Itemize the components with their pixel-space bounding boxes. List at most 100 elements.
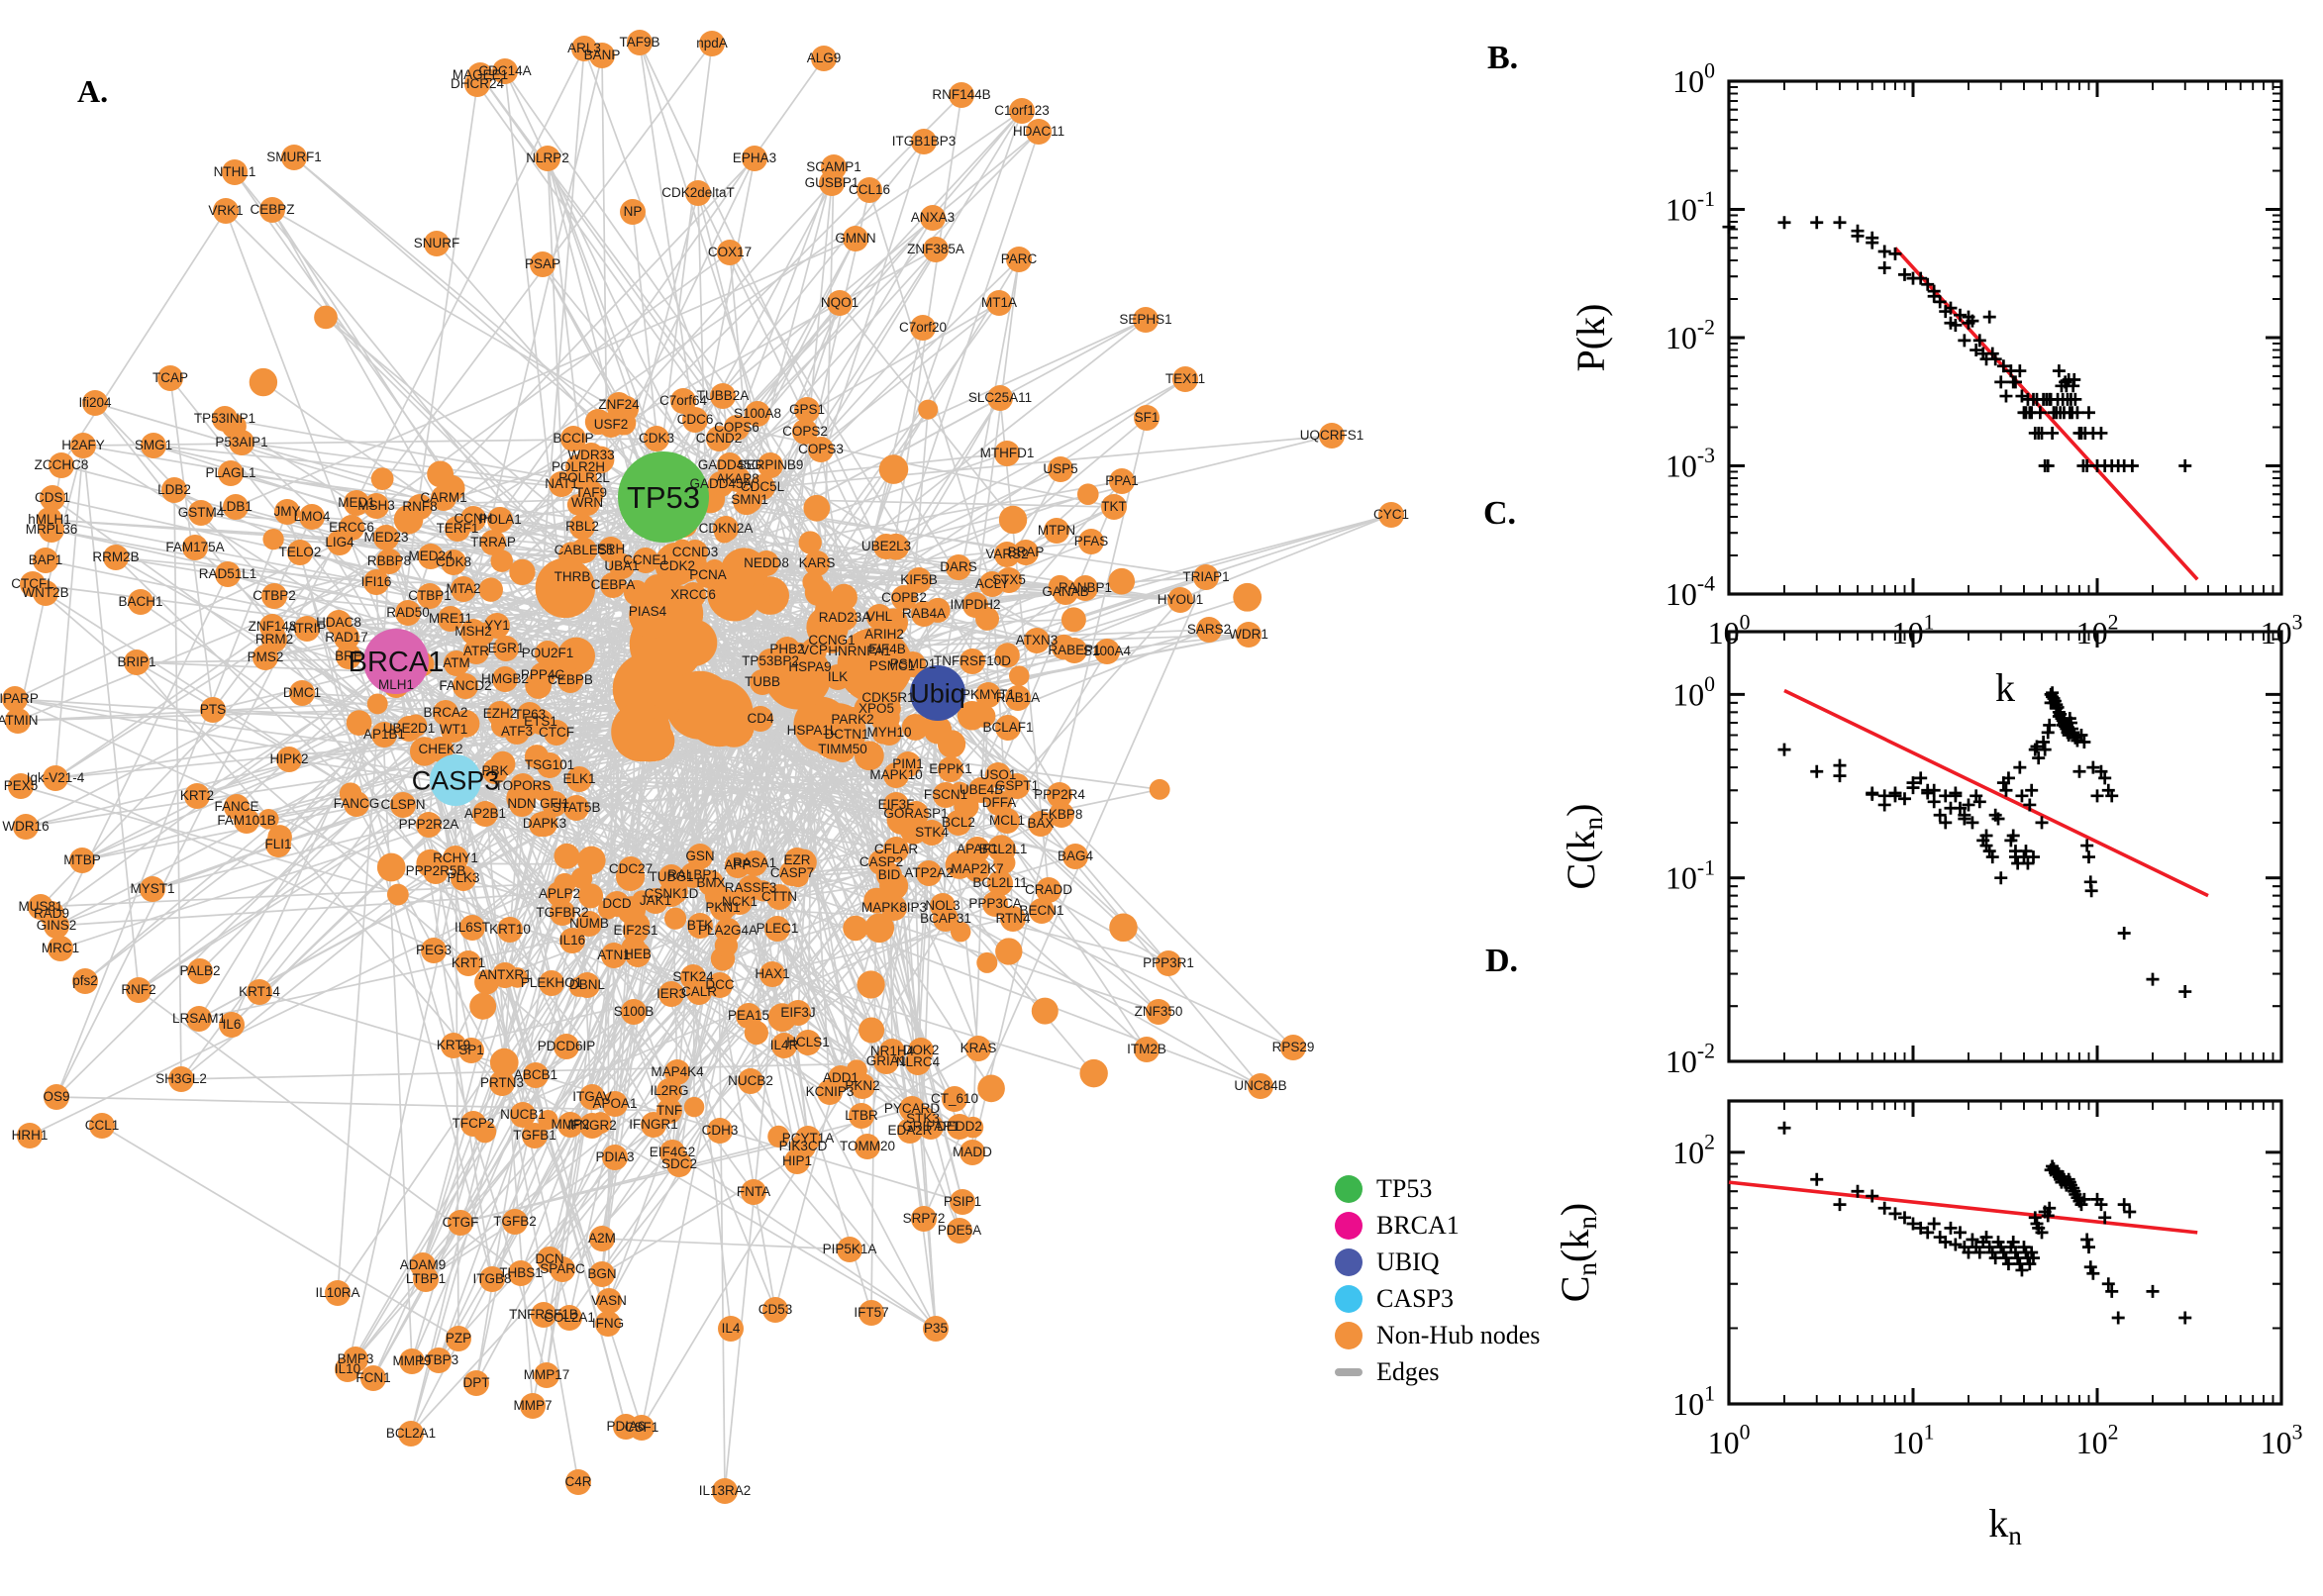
gene-node [875,685,901,711]
gene-node [261,583,287,609]
data-marker [2028,1211,2042,1225]
gene-node-label: BCL2L11 [972,875,1027,890]
gene-node [48,936,73,961]
data-marker [1888,789,1902,803]
data-marker [1991,812,2005,826]
gene-node-label: COPS2 [782,424,828,439]
data-marker [1927,1217,1941,1231]
gene-node-label: ANXA3 [911,210,955,225]
gene-node [223,494,249,520]
data-marker [1966,314,1979,328]
gene-node-label: EZH2 [483,706,518,721]
data-marker [1888,247,1902,260]
data-marker [2077,1192,2091,1206]
filler-node [843,915,868,942]
gene-node [866,604,892,630]
gene-node [876,862,902,888]
filler-node [663,907,687,930]
gene-node-label: PZP [446,1331,471,1346]
gene-node-label: ATF3 [501,724,533,739]
gene-node [531,1302,556,1328]
gene-node-label: CCNH [454,511,493,526]
gene-node [1172,366,1198,392]
gene-node [879,653,905,679]
gene-node [938,756,963,782]
gene-node-label: GINS2 [37,918,77,933]
gene-node-label: PPP2R5B [406,863,466,878]
gene-node-label: CEBPA [591,577,636,592]
edge [451,487,625,593]
edge [722,907,947,920]
gene-node-label: DARS [940,559,977,574]
gene-node-label: VHL [866,609,893,624]
gene-node [1134,1037,1160,1062]
data-marker [2041,1209,2055,1223]
gene-node [825,664,851,690]
gene-node [1061,638,1087,663]
gene-node [618,856,644,882]
gene-node-label: CABLES1 [555,543,615,557]
gene-node [819,628,845,653]
gene-node [758,648,783,674]
gene-node-label: TFCP2 [453,1116,495,1131]
gene-node-label: GADD45A [689,476,752,491]
hub-node-casp3 [430,754,481,806]
edge [729,251,1060,796]
gene-node [480,530,506,555]
gene-node [219,1012,245,1038]
edge [630,757,887,878]
gene-node-label: SRP72 [903,1211,946,1226]
data-marker [2001,1257,2015,1271]
gene-node-label: RAD23A [819,610,871,625]
gene-node [535,641,560,666]
gene-node [417,583,443,609]
gene-node-label: CDS1 [35,490,70,505]
gene-node [1133,307,1159,333]
gene-node [504,719,530,745]
gene-node-label: PKN2 [845,1078,879,1093]
hub-node-brca1 [363,629,429,694]
data-marker [2146,972,2160,986]
gene-node-label: IMPDH2 [950,597,1000,612]
node-swatch-icon [1335,1284,1363,1313]
filler-node [262,529,284,550]
data-marker [2030,740,2044,753]
data-marker [1999,389,2013,403]
edge [937,692,1294,1048]
gene-node-label: CTCFL [11,576,54,591]
gene-node-label: PDIA3 [595,1149,634,1164]
legend-item-tp53: TP53 [1335,1170,1572,1207]
gene-node [712,1478,738,1504]
gene-node-label: IL6 [223,1017,242,1032]
edge [325,316,1160,1013]
gene-node-label: YY1 [484,618,510,633]
gene-node [460,1111,486,1137]
data-marker [1833,216,1847,230]
gene-node [1048,456,1073,482]
gene-node-label: HAX1 [755,966,789,981]
gene-node-label: ELK1 [562,771,595,786]
gene-node-label: MAPK8IP3 [861,900,927,915]
gene-node [157,365,183,391]
gene-node-label: APOA1 [592,1096,637,1111]
gene-node-label: SF1 [1135,410,1160,425]
data-marker [1777,1121,1791,1135]
gene-node [423,858,449,884]
gene-node-label: LDB2 [157,482,191,497]
gene-node-label: PIP5K1A [823,1242,877,1256]
gene-node [69,848,95,873]
gene-node [1094,639,1120,664]
gene-node [987,870,1013,896]
legend-item-casp3: CASP3 [1335,1280,1572,1317]
gene-node [416,812,442,838]
gene-node [687,913,713,939]
gene-node-label: USF2 [594,417,629,432]
edge [430,634,803,864]
gene-node [1196,617,1222,643]
gene-node-label: HSPA9 [788,659,831,674]
gene-node [604,891,630,917]
gene-node [656,1078,682,1104]
gene-node [413,1266,439,1292]
gene-node-label: HIPK2 [269,751,308,766]
gene-node [950,1189,975,1215]
